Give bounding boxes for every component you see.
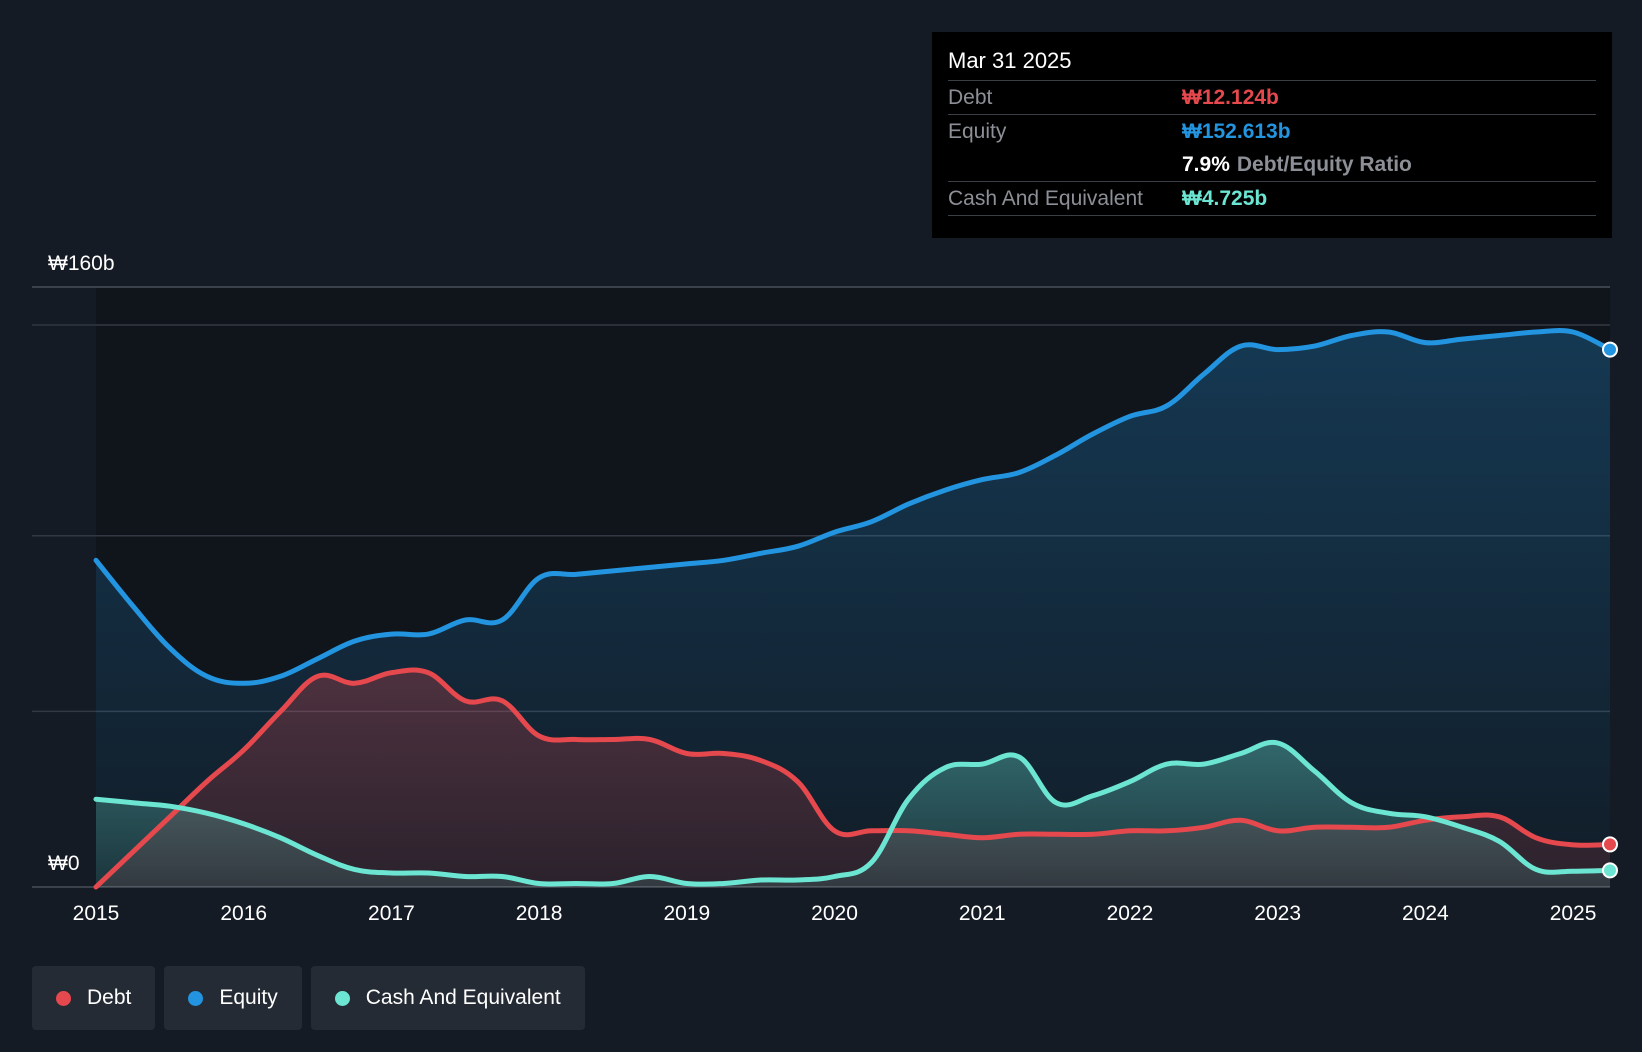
legend-item-equity[interactable]: Equity <box>164 966 302 1030</box>
tooltip: Mar 31 2025 Debt ₩12.124b Equity ₩152.61… <box>932 32 1612 238</box>
x-tick-label: 2015 <box>73 902 120 925</box>
tooltip-equity-value: ₩152.613b <box>1182 119 1291 143</box>
x-tick-label: 2019 <box>663 902 710 925</box>
legend-item-debt[interactable]: Debt <box>32 966 156 1030</box>
x-tick-label: 2022 <box>1107 902 1154 925</box>
tooltip-debt-label: Debt <box>948 85 993 109</box>
legend-label-debt: Debt <box>87 986 132 1009</box>
tooltip-equity-label: Equity <box>948 119 1007 143</box>
cash-end-marker <box>1602 862 1618 879</box>
equity-line <box>93 327 1613 686</box>
x-tick-label: 2023 <box>1254 902 1301 925</box>
equity-end-marker <box>1602 341 1618 358</box>
tooltip-debt-value: ₩12.124b <box>1182 85 1279 109</box>
x-tick-label: 2021 <box>959 902 1006 925</box>
equity-dot-icon <box>188 990 204 1006</box>
tooltip-cash-value: ₩4.725b <box>1182 186 1268 210</box>
legend: Debt Equity Cash And Equivalent <box>32 966 585 1030</box>
tooltip-ratio-value: 7.9% <box>1182 152 1230 176</box>
tooltip-equity-row: Equity ₩152.613b <box>948 114 1596 148</box>
y-tick-label: ₩160b <box>48 252 115 275</box>
y-tick-label: ₩0 <box>48 852 80 875</box>
cash-dot-icon <box>334 990 350 1006</box>
cash-line <box>93 739 1613 887</box>
x-tick-label: 2018 <box>516 902 563 925</box>
x-tick-label: 2025 <box>1550 902 1597 925</box>
tooltip-cash-row: Cash And Equivalent ₩4.725b <box>948 181 1596 216</box>
x-tick-label: 2020 <box>811 902 858 925</box>
legend-label-cash: Cash And Equivalent <box>365 986 561 1009</box>
legend-label-equity: Equity <box>219 986 278 1009</box>
tooltip-ratio-label: Debt/Equity Ratio <box>1236 152 1412 176</box>
x-tick-label: 2016 <box>220 902 267 925</box>
cash-area <box>96 742 1610 887</box>
tooltip-debt-row: Debt ₩12.124b <box>948 80 1596 114</box>
tooltip-date: Mar 31 2025 <box>948 48 1072 73</box>
legend-item-cash[interactable]: Cash And Equivalent <box>310 966 585 1030</box>
tooltip-ratio-row: 7.9% Debt/Equity Ratio <box>948 148 1596 181</box>
x-tick-label: 2024 <box>1402 902 1449 925</box>
debt-line <box>93 667 1613 890</box>
x-tick-label: 2017 <box>368 902 415 925</box>
tooltip-cash-label: Cash And Equivalent <box>948 186 1143 210</box>
debt-dot-icon <box>56 990 71 1006</box>
debt-end-marker <box>1602 836 1618 853</box>
